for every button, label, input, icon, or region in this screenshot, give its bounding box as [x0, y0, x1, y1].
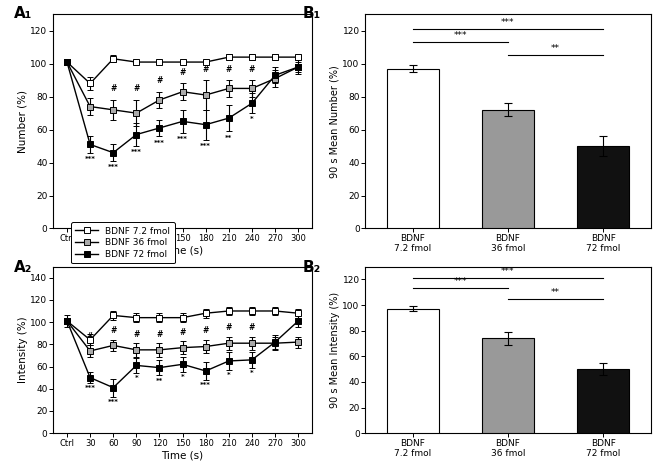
Text: ***: ***: [454, 31, 467, 40]
Text: #: #: [249, 323, 255, 332]
Text: A₂: A₂: [15, 260, 33, 275]
Bar: [577, 369, 629, 433]
Text: #: #: [110, 327, 116, 336]
Text: *: *: [135, 376, 138, 381]
Text: *: *: [227, 372, 230, 378]
Text: #: #: [133, 84, 139, 93]
Text: #: #: [203, 327, 209, 336]
Y-axis label: Intensity (%): Intensity (%): [17, 317, 27, 383]
Text: #: #: [179, 327, 186, 337]
Text: ***: ***: [154, 139, 165, 146]
Text: *: *: [250, 370, 254, 376]
Text: #: #: [156, 330, 163, 339]
X-axis label: Time (s): Time (s): [161, 246, 204, 256]
Bar: [386, 69, 439, 228]
Text: #: #: [156, 76, 163, 85]
Text: **: **: [225, 135, 232, 140]
Text: #: #: [203, 65, 209, 74]
Text: ***: ***: [108, 399, 119, 405]
Text: **: **: [156, 377, 163, 384]
Text: B₂: B₂: [302, 260, 321, 275]
Text: *: *: [181, 374, 185, 380]
Text: #: #: [179, 68, 186, 77]
Text: ***: ***: [177, 136, 188, 142]
Text: ***: ***: [454, 278, 467, 287]
Bar: [577, 146, 629, 228]
Text: ***: ***: [501, 18, 515, 27]
Text: #: #: [87, 332, 94, 341]
Text: ***: ***: [85, 386, 96, 391]
Text: #: #: [249, 65, 255, 74]
Text: #: #: [226, 323, 232, 332]
Text: ***: ***: [85, 156, 96, 162]
Bar: [386, 309, 439, 433]
Text: *: *: [250, 117, 254, 122]
Text: ***: ***: [131, 149, 142, 155]
Text: **: **: [551, 288, 560, 297]
Text: ***: ***: [108, 164, 119, 170]
Y-axis label: 90 s Mean Intensity (%): 90 s Mean Intensity (%): [329, 292, 339, 408]
Text: #: #: [226, 65, 232, 74]
Text: **: **: [551, 44, 560, 53]
Text: #: #: [133, 330, 139, 339]
Text: ***: ***: [201, 382, 211, 388]
X-axis label: Time (s): Time (s): [161, 450, 204, 460]
Text: B₁: B₁: [302, 6, 321, 21]
Y-axis label: Number (%): Number (%): [17, 90, 27, 153]
Bar: [482, 110, 534, 228]
Bar: [482, 338, 534, 433]
Text: A₁: A₁: [15, 6, 33, 21]
Legend: BDNF 7.2 fmol, BDNF 36 fmol, BDNF 72 fmol: BDNF 7.2 fmol, BDNF 36 fmol, BDNF 72 fmo…: [71, 222, 175, 264]
Y-axis label: 90 s Mean Number (%): 90 s Mean Number (%): [329, 65, 339, 178]
Text: ***: ***: [201, 143, 211, 149]
Text: #: #: [110, 84, 116, 93]
Text: ***: ***: [501, 267, 515, 276]
